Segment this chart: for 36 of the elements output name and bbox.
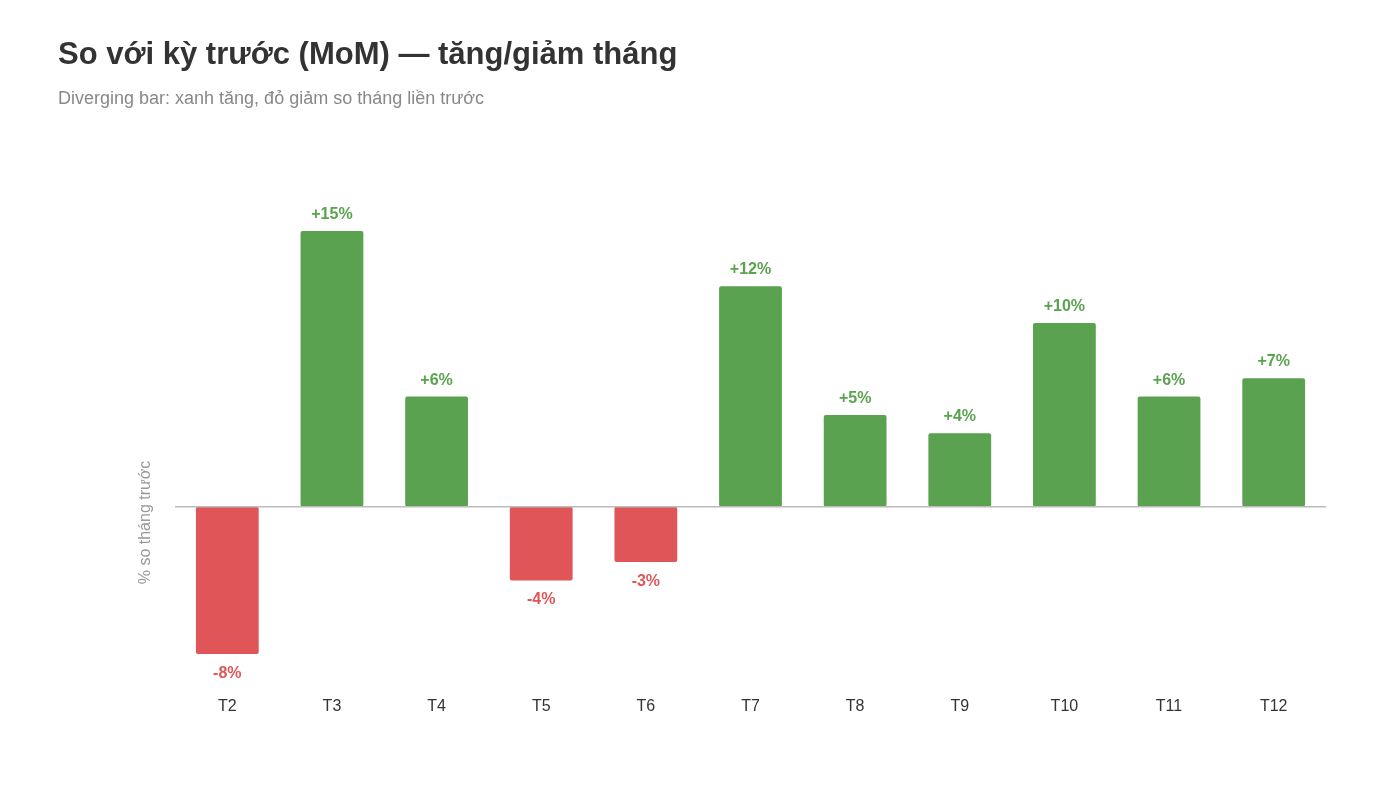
data-label: +6% xyxy=(420,370,453,388)
data-label: +7% xyxy=(1257,352,1290,370)
bar xyxy=(1242,378,1306,507)
x-tick-label: T3 xyxy=(322,697,342,714)
bar xyxy=(1033,322,1096,507)
x-tick-label: T11 xyxy=(1155,697,1183,714)
bar xyxy=(719,286,782,507)
bar xyxy=(509,506,573,581)
data-label: +6% xyxy=(1152,370,1186,388)
y-axis-title: % so tháng trước xyxy=(136,460,153,585)
x-tick-label: T2 xyxy=(217,697,237,714)
data-label: -4% xyxy=(527,590,556,608)
x-tick-label: T9 xyxy=(950,697,970,714)
chart-subtitle: Diverging bar: xanh tăng, đỏ giảm so tháng liền trước xyxy=(58,88,485,108)
x-tick-label: T7 xyxy=(741,697,760,714)
x-tick-label: T6 xyxy=(636,697,656,714)
bar xyxy=(405,396,468,507)
bar xyxy=(928,433,992,507)
data-label: +4% xyxy=(943,407,977,425)
data-label: -3% xyxy=(631,572,661,590)
data-label: -8% xyxy=(213,664,242,681)
bar xyxy=(1137,396,1201,507)
data-label: +15% xyxy=(311,205,353,222)
x-tick-label: T12 xyxy=(1259,697,1288,714)
x-tick-label: T5 xyxy=(531,697,551,714)
x-tick-label: T10 xyxy=(1050,697,1079,714)
bar xyxy=(300,231,364,507)
x-tick-label: T4 xyxy=(427,697,447,714)
chart-title: So với kỳ trước (MoM) — tăng/giảm tháng xyxy=(58,36,678,71)
bar xyxy=(614,506,678,563)
data-label: +5% xyxy=(838,388,872,406)
bar xyxy=(195,506,259,654)
data-label: +10% xyxy=(1043,296,1086,314)
x-tick-label: T8 xyxy=(845,697,865,714)
bar xyxy=(823,414,887,507)
data-label: +12% xyxy=(729,260,772,278)
